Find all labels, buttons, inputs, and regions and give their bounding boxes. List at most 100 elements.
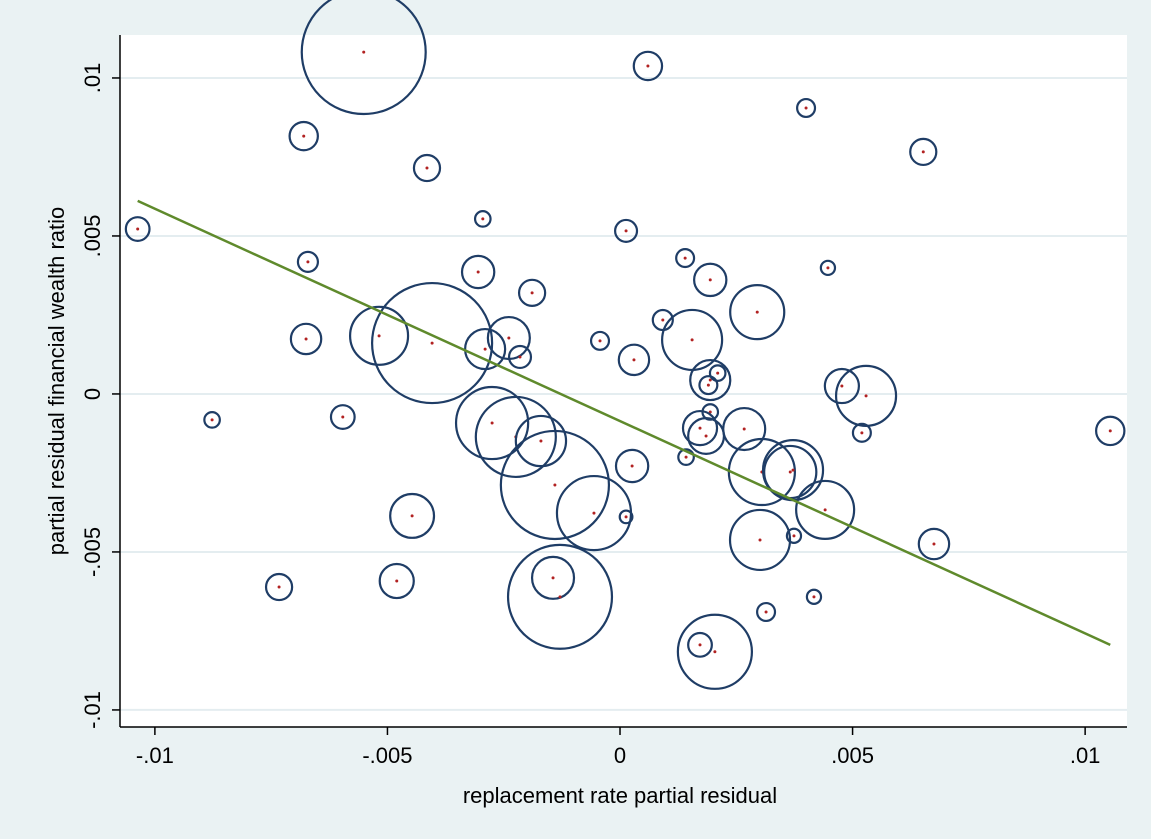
bubble-center xyxy=(210,418,214,422)
bubble xyxy=(785,527,803,545)
bubble-center xyxy=(481,217,485,221)
plot-area xyxy=(120,35,1127,727)
bubble xyxy=(795,479,856,541)
bubble xyxy=(589,330,611,351)
y-tick-label: .005 xyxy=(80,215,105,258)
bubble-center xyxy=(742,427,746,431)
bubble xyxy=(473,210,492,228)
bubble-center xyxy=(716,371,720,375)
bubble-center xyxy=(755,310,759,314)
bubble xyxy=(687,631,713,658)
bubble xyxy=(675,248,696,269)
bubble-center xyxy=(304,337,308,341)
y-tick-label: .01 xyxy=(80,63,105,94)
bubble xyxy=(689,358,732,402)
bubble-center xyxy=(704,434,708,438)
bubble-center xyxy=(377,334,381,338)
x-tick-label: 0 xyxy=(614,743,626,768)
bubble-center xyxy=(690,338,694,342)
bubble-center xyxy=(791,468,795,472)
bubble-center xyxy=(812,595,816,599)
bubble xyxy=(124,216,151,242)
bubble xyxy=(676,613,754,690)
bubble xyxy=(617,343,651,377)
bubble xyxy=(1095,415,1126,447)
bubble-center xyxy=(624,515,628,519)
bubble-center xyxy=(507,336,511,340)
bubble xyxy=(371,281,494,405)
bubble xyxy=(517,278,547,307)
bubble-center xyxy=(1108,429,1112,433)
y-tick-label: 0 xyxy=(80,388,105,400)
x-tick-label: .01 xyxy=(1070,743,1101,768)
bubble xyxy=(460,254,496,290)
bubble-center xyxy=(558,595,562,599)
bubble-center xyxy=(598,339,602,343)
bubble-center xyxy=(410,514,414,518)
bubble xyxy=(499,429,611,541)
bubble-center xyxy=(362,50,366,54)
bubble xyxy=(288,120,319,152)
bubble-center xyxy=(425,166,429,170)
bubble xyxy=(389,492,436,539)
bubble xyxy=(506,543,614,650)
bubble-center xyxy=(788,470,792,474)
bubble-center xyxy=(764,610,768,614)
bubble-center xyxy=(758,538,762,542)
bubble xyxy=(474,395,557,479)
x-tick-label: .005 xyxy=(831,743,874,768)
bubble xyxy=(329,404,356,430)
bubble-center xyxy=(490,421,494,425)
bubble xyxy=(454,385,530,461)
y-tick-label: -.01 xyxy=(80,691,105,729)
bubble xyxy=(296,250,320,273)
bubble xyxy=(796,97,817,119)
bubble xyxy=(378,562,415,600)
bubble-center xyxy=(341,415,345,419)
bubble-center xyxy=(592,511,596,515)
bubble xyxy=(348,305,410,366)
bubble-center xyxy=(632,358,636,362)
bubble xyxy=(729,283,786,341)
bubble xyxy=(618,509,634,525)
bubble xyxy=(819,259,837,277)
bubble-center xyxy=(483,347,487,351)
bubble-center xyxy=(823,508,827,512)
x-axis-title: replacement rate partial residual xyxy=(463,783,777,808)
fit-line xyxy=(137,199,1111,646)
bubble-center xyxy=(860,431,864,435)
bubble xyxy=(507,344,533,370)
bubble-center xyxy=(646,64,650,68)
bubble xyxy=(909,137,938,167)
bubble-center xyxy=(792,534,796,538)
bubble xyxy=(203,411,221,429)
bubble-center xyxy=(804,106,808,110)
bubble-center xyxy=(706,383,710,387)
bubble xyxy=(412,153,442,183)
bubble xyxy=(722,406,767,452)
bubble xyxy=(614,218,639,243)
bubble-center xyxy=(136,227,140,231)
bubble-center xyxy=(430,341,434,345)
bubble-center xyxy=(684,455,688,459)
bubble xyxy=(614,448,650,484)
bubble-center xyxy=(698,426,702,430)
bubble-center xyxy=(277,585,281,589)
bubble xyxy=(681,409,719,447)
bubble xyxy=(530,555,576,600)
bubble-center xyxy=(932,542,936,546)
bubble xyxy=(698,375,719,396)
bubble-center xyxy=(306,260,310,264)
bubble-center xyxy=(864,394,868,398)
bubble xyxy=(677,448,695,466)
y-tick-label: -.005 xyxy=(80,527,105,577)
bubble-center xyxy=(713,650,717,654)
bubble-center xyxy=(708,378,712,382)
bubble xyxy=(805,588,823,605)
bubble-center xyxy=(708,278,712,282)
bubble xyxy=(823,367,861,405)
bubble-center xyxy=(661,318,665,322)
bubble-center xyxy=(395,579,399,583)
bubble-center xyxy=(302,134,306,138)
